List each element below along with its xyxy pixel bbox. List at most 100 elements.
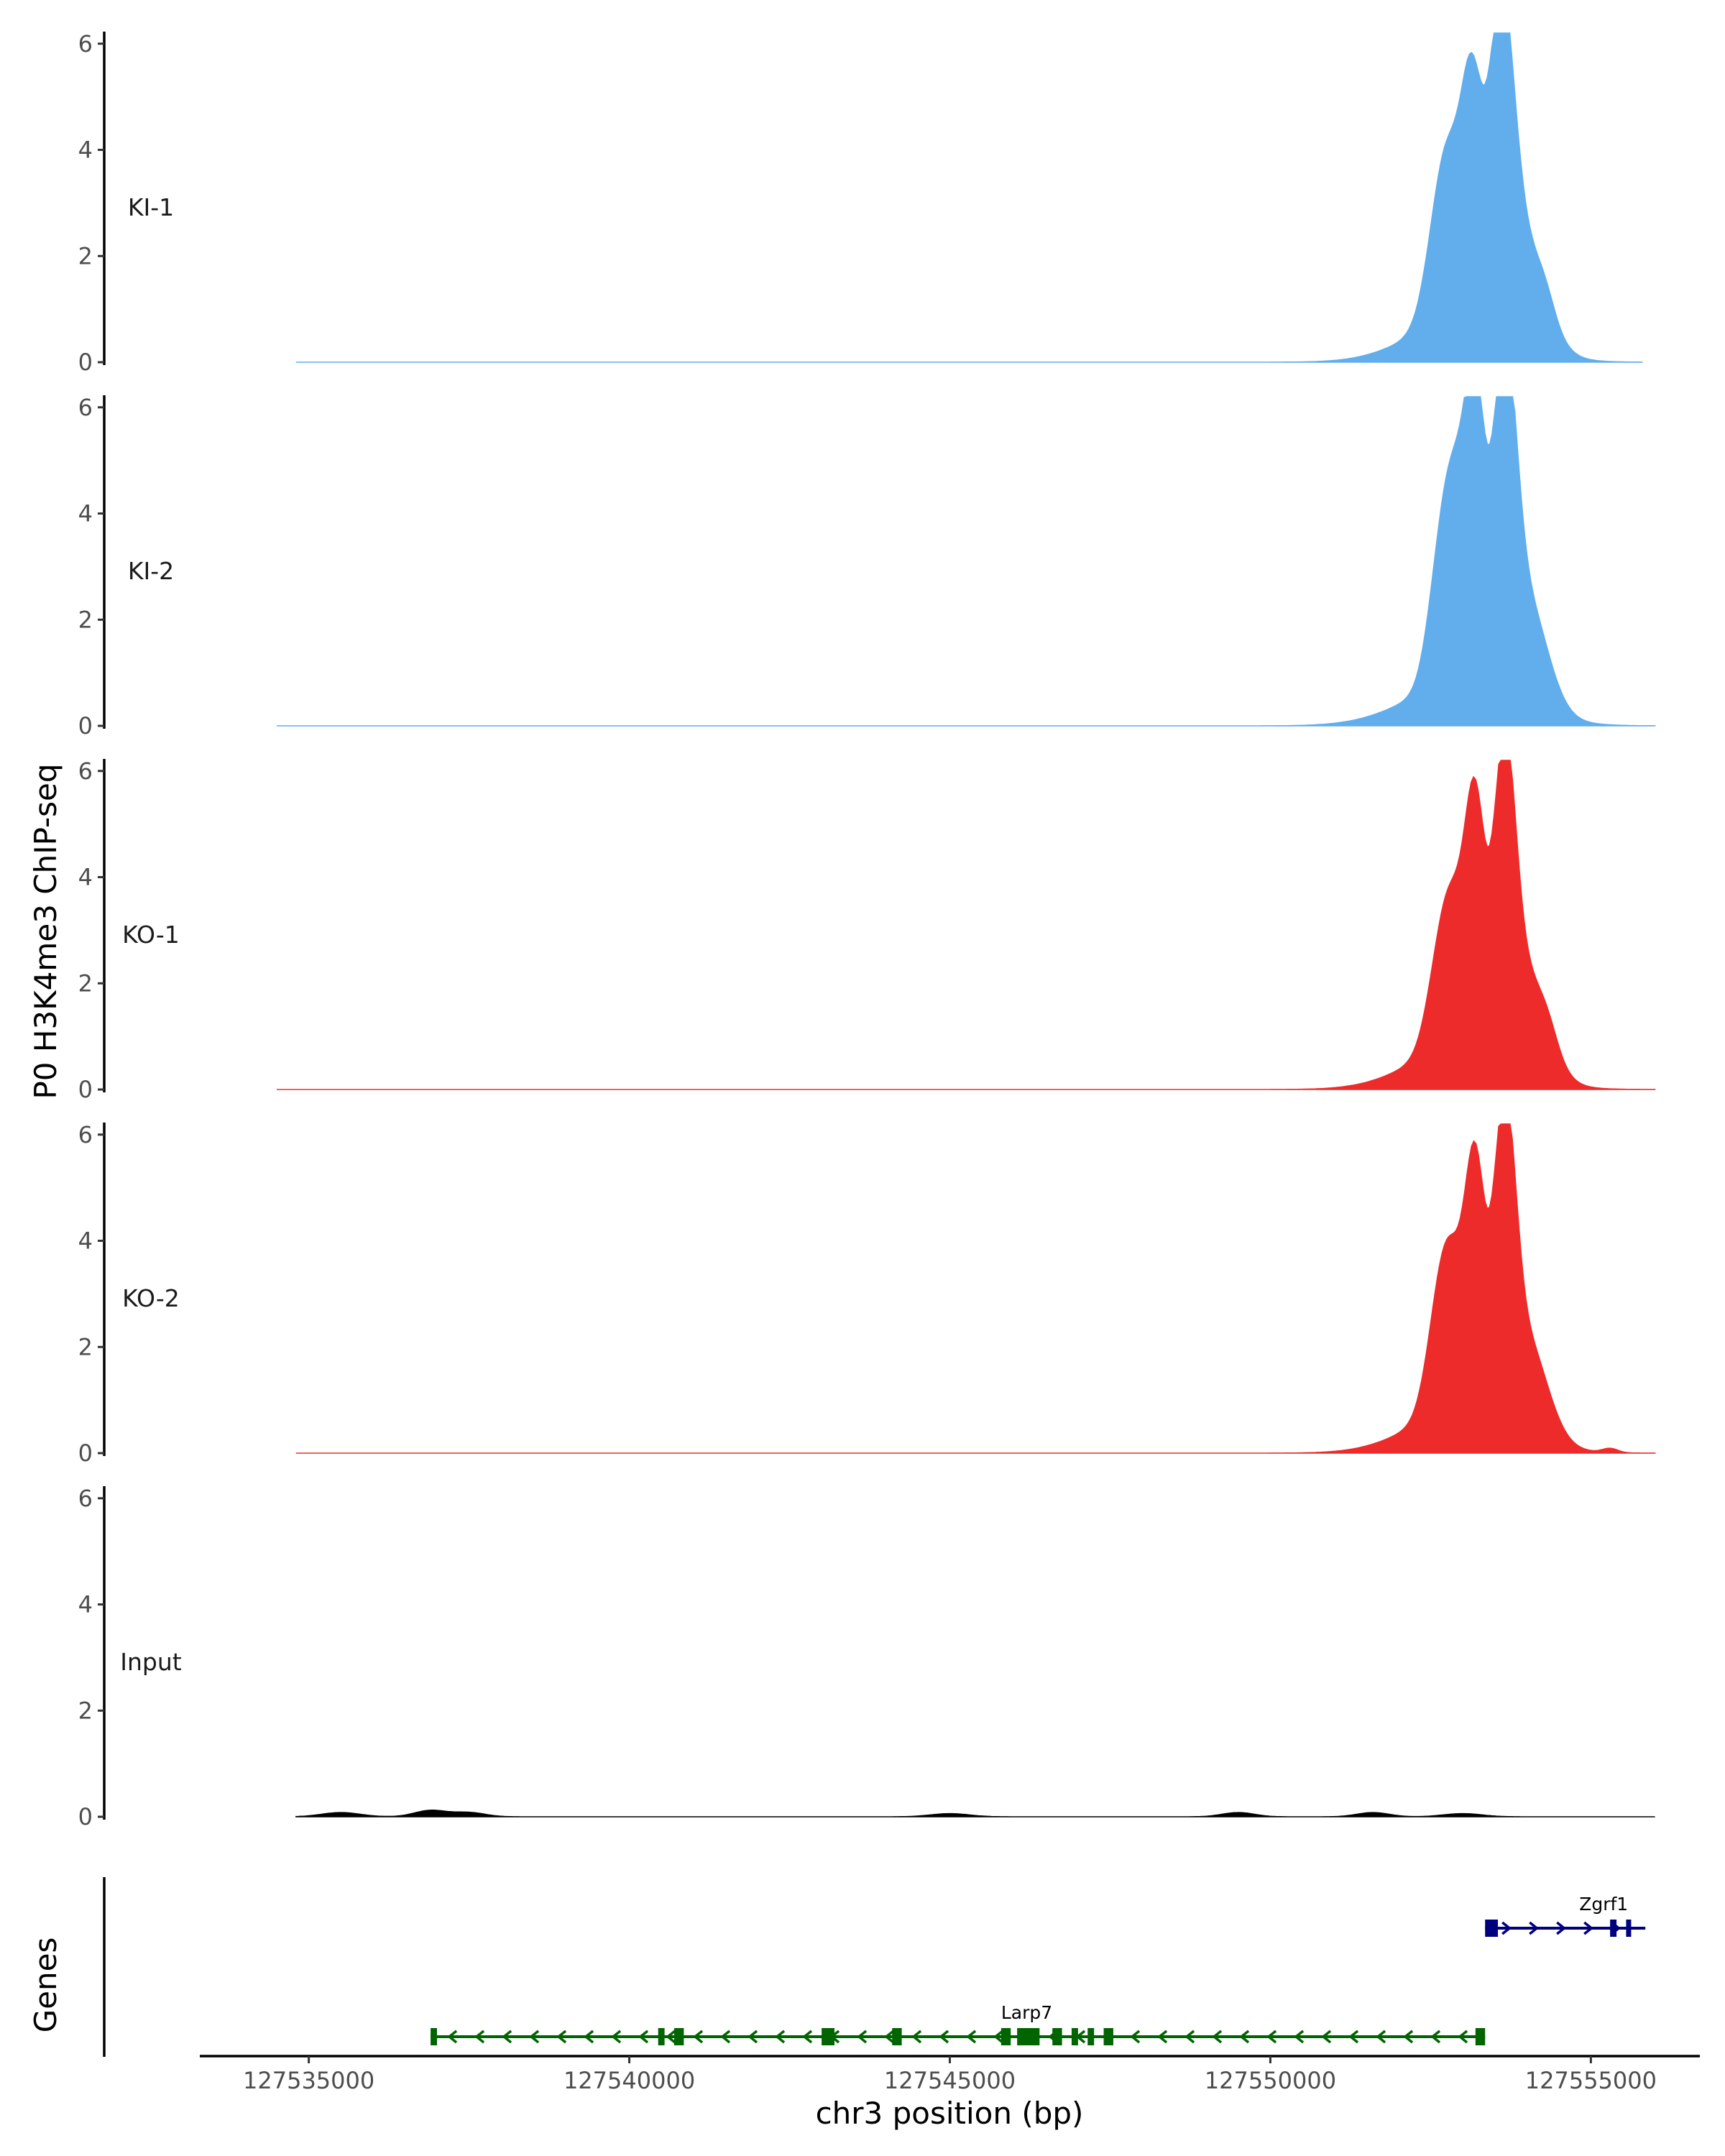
strand-arrow xyxy=(638,2030,649,2044)
signal-area-ko-2 xyxy=(295,1123,1656,1454)
strand-arrow xyxy=(1212,2030,1223,2044)
gene-exon xyxy=(1610,1920,1617,1937)
track-label: KO-2 xyxy=(122,1284,180,1312)
strand-arrow xyxy=(1556,1921,1567,1935)
gene-exon xyxy=(658,2028,665,2045)
track-label: Input xyxy=(120,1648,182,1676)
y-tick-label: 4 xyxy=(78,500,93,528)
strand-arrow xyxy=(1501,1921,1512,1935)
signal-area-ko-1 xyxy=(277,760,1656,1090)
y-tick-label: 6 xyxy=(78,394,93,421)
strand-arrow xyxy=(447,2030,458,2044)
strand-arrow xyxy=(666,2030,676,2044)
track-ki-1: 0 2 4 6 KI-1 xyxy=(78,30,1643,376)
strand-arrow xyxy=(611,2030,622,2044)
strand-arrow xyxy=(502,2030,512,2044)
y-axis-title: P0 H3K4me3 ChIP-seq xyxy=(28,763,63,1099)
y-tick-label: 0 xyxy=(78,1803,93,1830)
strand-arrow xyxy=(1294,2030,1305,2044)
signal-tracks: 0 2 4 6 KI-1 0 2 4 6 KI-2 0 2 4 6 KO-1 0 2 4 6 KO-2 0 2 4 6 Inpu… xyxy=(78,30,1656,1830)
gene-exon xyxy=(1071,2028,1078,2045)
strand-arrow xyxy=(1184,2030,1195,2044)
y-tick-label: 0 xyxy=(78,1076,93,1103)
signal-area-input xyxy=(295,1810,1655,1818)
strand-arrow xyxy=(1239,2030,1250,2044)
strand-arrow xyxy=(1376,2030,1386,2044)
gene-exon xyxy=(1052,2028,1062,2045)
strand-arrow xyxy=(693,2030,704,2044)
x-axis-title: chr3 position (bp) xyxy=(816,2096,1084,2131)
strand-arrow xyxy=(529,2030,540,2044)
y-tick-label: 6 xyxy=(78,30,93,57)
track-ki-2: 0 2 4 6 KI-2 xyxy=(78,394,1656,740)
x-tick-label: 127540000 xyxy=(564,2067,695,2094)
genes-axis-title: Genes xyxy=(28,1938,63,2033)
y-tick-label: 4 xyxy=(78,1227,93,1255)
strand-arrow xyxy=(939,2030,949,2044)
y-tick-label: 2 xyxy=(78,1333,93,1360)
track-label: KI-2 xyxy=(128,557,174,585)
y-tick-label: 6 xyxy=(78,1121,93,1148)
strand-arrow xyxy=(1458,2030,1468,2044)
x-tick-label: 127550000 xyxy=(1205,2067,1336,2094)
gene-exon xyxy=(1087,2028,1095,2045)
x-axis: 127535000 127540000 127545000 127550000 1275… xyxy=(200,2055,1700,2094)
y-tick-label: 4 xyxy=(78,1591,93,1618)
gene-label: Zgrf1 xyxy=(1579,1894,1628,1915)
y-tick-label: 4 xyxy=(78,137,93,164)
gene-exon xyxy=(1475,2028,1486,2045)
strand-arrow xyxy=(1321,2030,1332,2044)
gene-exon xyxy=(1485,1920,1499,1937)
gene-exon xyxy=(1000,2028,1011,2045)
y-tick-label: 2 xyxy=(78,1697,93,1724)
strand-arrow xyxy=(802,2030,813,2044)
strand-arrow xyxy=(993,2030,1004,2044)
gene-exon xyxy=(673,2028,684,2045)
strand-arrow xyxy=(911,2030,922,2044)
track-input: 0 2 4 6 Input xyxy=(78,1485,1655,1830)
y-tick-label: 6 xyxy=(78,757,93,785)
y-tick-label: 6 xyxy=(78,1485,93,1512)
strand-arrow xyxy=(720,2030,731,2044)
y-tick-label: 0 xyxy=(78,349,93,376)
gene-exon xyxy=(1103,2028,1113,2045)
strand-arrow xyxy=(1430,2030,1441,2044)
gene-label: Larp7 xyxy=(1001,2002,1052,2023)
gene-larp7: Larp7 xyxy=(431,2002,1486,2045)
track-label: KO-1 xyxy=(122,921,180,949)
gene-annotation-track: Zgrf1 Larp7 xyxy=(103,1877,1646,2057)
strand-arrow xyxy=(966,2030,977,2044)
strand-arrow xyxy=(584,2030,594,2044)
strand-arrow xyxy=(1348,2030,1359,2044)
y-tick-label: 0 xyxy=(78,1439,93,1467)
y-tick-label: 0 xyxy=(78,712,93,740)
y-tick-label: 2 xyxy=(78,969,93,997)
strand-arrow xyxy=(1403,2030,1414,2044)
strand-arrow xyxy=(556,2030,567,2044)
strand-arrow xyxy=(1130,2030,1141,2044)
gene-exon xyxy=(1017,2028,1040,2045)
track-label: KI-1 xyxy=(128,193,174,221)
x-tick-label: 127535000 xyxy=(243,2067,374,2094)
gene-exon xyxy=(1626,1920,1632,1937)
strand-arrow xyxy=(857,2030,868,2044)
strand-arrow xyxy=(884,2030,895,2044)
x-tick-label: 127545000 xyxy=(884,2067,1016,2094)
gene-exon xyxy=(892,2028,902,2045)
strand-arrow xyxy=(775,2030,786,2044)
strand-arrow xyxy=(1529,1921,1540,1935)
strand-arrow xyxy=(1157,2030,1168,2044)
strand-arrow xyxy=(1266,2030,1277,2044)
signal-area-ki-1 xyxy=(295,32,1643,363)
gene-exon xyxy=(431,2028,437,2045)
strand-arrow xyxy=(748,2030,758,2044)
signal-area-ki-2 xyxy=(277,396,1656,727)
y-tick-label: 2 xyxy=(78,242,93,270)
x-tick-label: 127555000 xyxy=(1525,2067,1657,2094)
y-tick-label: 4 xyxy=(78,864,93,891)
strand-arrow xyxy=(1583,1921,1594,1935)
track-ko-2: 0 2 4 6 KO-2 xyxy=(78,1121,1656,1467)
track-ko-1: 0 2 4 6 KO-1 xyxy=(78,757,1656,1103)
gene-exon xyxy=(822,2028,834,2045)
